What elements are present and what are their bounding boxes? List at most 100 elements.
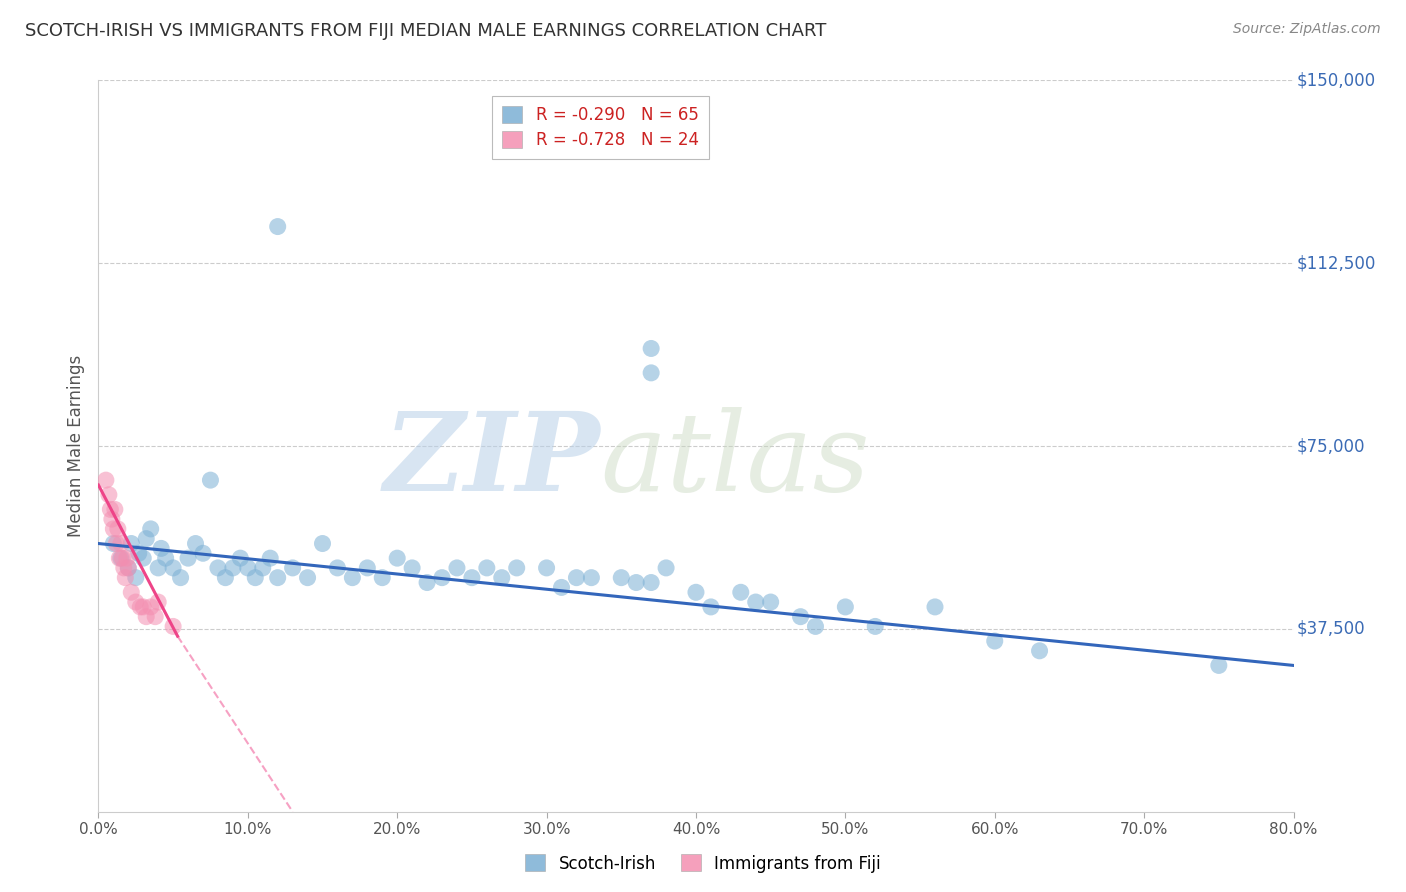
Point (865, 619, 887, 633)
Point (110, 551, 132, 566)
Point (98, 502, 122, 516)
Point (581, 571, 603, 585)
Point (356, 561, 378, 575)
Point (984, 634, 1007, 648)
Point (135, 609, 157, 624)
Text: atlas: atlas (600, 407, 870, 515)
Point (685, 585, 707, 599)
Point (162, 561, 184, 575)
Point (148, 561, 170, 575)
Point (110, 536, 132, 550)
Point (252, 561, 274, 575)
Point (550, 581, 572, 595)
Point (105, 536, 128, 550)
Point (461, 571, 484, 585)
Point (117, 561, 139, 575)
Point (475, 561, 498, 575)
Point (125, 571, 148, 585)
Point (169, 571, 191, 585)
Point (207, 561, 229, 575)
Point (536, 561, 558, 575)
Point (506, 561, 529, 575)
Point (120, 536, 142, 550)
Point (229, 551, 252, 566)
Point (200, 473, 222, 487)
Point (446, 561, 468, 575)
Text: SCOTCH-IRISH VS IMMIGRANTS FROM FIJI MEDIAN MALE EARNINGS CORRELATION CHART: SCOTCH-IRISH VS IMMIGRANTS FROM FIJI MED… (25, 22, 827, 40)
Point (177, 551, 200, 566)
Point (222, 561, 245, 575)
Point (281, 561, 304, 575)
Point (132, 599, 155, 614)
Point (759, 595, 782, 609)
Point (924, 599, 946, 614)
Text: $75,000: $75,000 (1298, 437, 1365, 455)
Point (789, 609, 811, 624)
Point (184, 536, 207, 550)
Point (297, 571, 319, 585)
Point (111, 551, 134, 566)
Point (640, 342, 662, 356)
Point (1208, 658, 1230, 673)
Point (103, 522, 125, 536)
Point (162, 619, 184, 633)
Point (1028, 644, 1050, 658)
Text: Source: ZipAtlas.com: Source: ZipAtlas.com (1233, 22, 1381, 37)
Point (730, 585, 752, 599)
Legend: Scotch-Irish, Immigrants from Fiji: Scotch-Irish, Immigrants from Fiji (519, 847, 887, 880)
Point (342, 571, 364, 585)
Point (94, 473, 117, 487)
Point (120, 585, 142, 599)
Point (97, 488, 120, 502)
Point (155, 551, 177, 566)
Legend: R = -0.290   N = 65, R = -0.728   N = 24: R = -0.290 N = 65, R = -0.728 N = 24 (492, 96, 709, 159)
Point (148, 595, 170, 609)
Point (371, 571, 394, 585)
Point (115, 551, 138, 566)
Point (700, 599, 723, 614)
Point (135, 532, 157, 546)
Point (610, 571, 633, 585)
Point (236, 561, 259, 575)
Point (745, 595, 768, 609)
Point (640, 366, 662, 380)
Point (108, 551, 131, 566)
Point (107, 522, 129, 536)
Point (104, 502, 127, 516)
Point (626, 575, 648, 590)
Point (259, 551, 281, 566)
Point (117, 561, 139, 575)
Y-axis label: Median Male Earnings: Median Male Earnings (66, 355, 84, 537)
Point (640, 575, 662, 590)
Point (416, 575, 439, 590)
Point (401, 561, 423, 575)
Point (565, 571, 588, 585)
Point (311, 536, 333, 550)
Text: ZIP: ZIP (384, 407, 600, 515)
Point (143, 609, 166, 624)
Point (430, 571, 453, 585)
Text: $150,000: $150,000 (1298, 71, 1376, 89)
Point (267, 219, 290, 234)
Point (267, 571, 290, 585)
Point (125, 595, 148, 609)
Point (655, 561, 678, 575)
Point (214, 571, 236, 585)
Point (128, 546, 150, 560)
Point (101, 512, 124, 526)
Point (834, 599, 856, 614)
Point (245, 571, 267, 585)
Point (129, 599, 152, 614)
Point (191, 546, 214, 560)
Point (491, 571, 513, 585)
Point (132, 551, 155, 566)
Point (114, 571, 136, 585)
Point (139, 522, 162, 536)
Point (103, 536, 125, 550)
Text: $37,500: $37,500 (1298, 620, 1365, 638)
Point (112, 561, 135, 575)
Point (804, 619, 827, 633)
Point (385, 551, 409, 566)
Point (139, 599, 162, 614)
Point (150, 541, 173, 556)
